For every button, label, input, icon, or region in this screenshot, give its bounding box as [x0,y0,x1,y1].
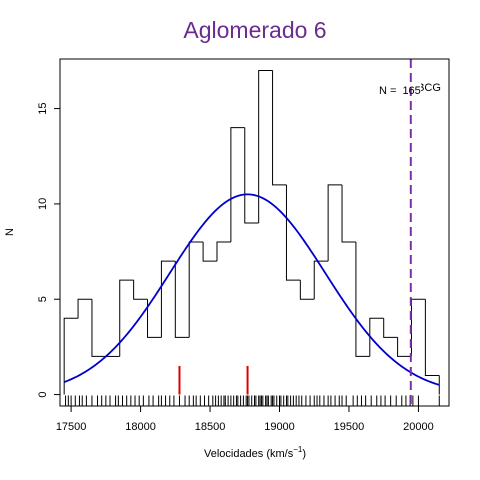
histogram-bar [91,299,106,357]
y-tick-label: 15 [37,102,49,114]
x-tick-label: 17500 [56,421,87,433]
histogram-bar [397,337,412,357]
x-axis-label-text: Velocidades (km/s [204,448,294,460]
histogram-bar [258,69,273,223]
histogram-bar [327,184,343,262]
histogram-bar [119,279,134,357]
histogram-bars [63,69,440,395]
x-tick-label: 19000 [264,421,295,433]
histogram-bar [341,184,356,243]
histogram-bar [299,280,315,300]
histogram-bar [160,260,176,338]
histogram-bar [369,317,384,357]
histogram-bar [424,299,440,376]
histogram-bar [202,242,217,262]
histogram-bar [244,127,259,224]
bcg-label: BCG [417,82,441,94]
chart-title: Aglomerado 6 [183,17,326,43]
histogram-bar [230,127,245,243]
histogram-bar [410,298,426,357]
histogram-bar [383,318,398,338]
x-axis-label-exponent: −1 [293,445,303,454]
histogram-bar [272,70,287,186]
histogram-bar [147,299,162,338]
histogram-bar [63,317,79,395]
y-tick-label: 5 [37,296,49,302]
y-axis: 0 5 10 15 [37,102,60,398]
histogram-bar [174,261,190,338]
n-count-prefix: N = [379,85,396,97]
n-count-value: 165 [402,85,420,97]
histogram-bar [188,241,204,338]
y-axis-label: N [4,228,16,236]
x-axis-label: Velocidades (km/s−1) [204,445,306,460]
y-tick-label: 10 [37,198,49,210]
histogram-bar [355,242,370,357]
histogram-bar [313,260,329,300]
n-count-label: N = 165 [379,85,421,97]
x-tick-label: 18000 [125,421,156,433]
x-tick-label: 20000 [403,421,434,433]
x-tick-label: 18500 [195,421,226,433]
plot-area [63,59,440,406]
histogram-bar [77,298,92,319]
x-tick-label: 19500 [334,421,365,433]
rug-marks [65,395,440,406]
x-axis: 17500 18000 18500 19000 19500 20000 [56,406,434,433]
gaussian-fit-curve [63,193,440,386]
histogram-bar [133,280,148,300]
histogram-bar [216,241,231,262]
x-axis-label-close: ) [302,448,306,460]
plot-frame [59,58,450,407]
y-tick-label: 0 [37,391,49,397]
